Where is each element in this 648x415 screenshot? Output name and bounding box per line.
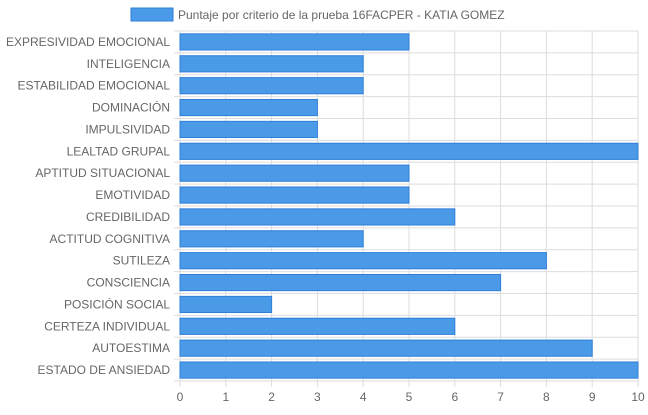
bar[interactable]	[179, 164, 410, 182]
category-label: DOMINACIÓN	[92, 100, 170, 115]
x-tick-label: 7	[497, 390, 504, 404]
legend[interactable]: Puntaje por criterio de la prueba 16FACP…	[130, 7, 505, 22]
bar[interactable]	[179, 33, 410, 51]
bar[interactable]	[179, 361, 639, 379]
bar[interactable]	[179, 142, 639, 160]
x-tick-label: 10	[631, 390, 645, 404]
x-tick-label: 2	[268, 390, 275, 404]
x-tick-label: 0	[177, 390, 184, 404]
grid-lines	[174, 30, 639, 387]
category-label: INTELIGENCIA	[87, 57, 170, 71]
x-tick-labels: 0 1 2 3 4 5 6 7 8 9 10	[177, 390, 645, 404]
category-label: CREDIBILIDAD	[86, 210, 170, 224]
x-tick-label: 4	[360, 390, 367, 404]
bar[interactable]	[179, 208, 456, 226]
category-label: SUTILEZA	[113, 254, 170, 268]
category-labels: EXPRESIVIDAD EMOCIONAL INTELIGENCIA ESTABI…	[6, 35, 170, 377]
bar[interactable]	[179, 98, 318, 117]
bar[interactable]	[179, 295, 273, 314]
category-label: ACTITUD COGNITIVA	[50, 232, 170, 246]
category-label: EXPRESIVIDAD EMOCIONAL	[6, 35, 170, 49]
x-tick-label: 9	[589, 390, 596, 404]
category-label: APTITUD SITUACIONAL	[35, 166, 170, 180]
x-tick-label: 5	[406, 390, 413, 404]
category-label: ESTADO DE ANSIEDAD	[38, 363, 171, 377]
bar[interactable]	[179, 230, 364, 248]
bar[interactable]	[179, 317, 456, 335]
bar[interactable]	[179, 186, 410, 204]
legend-swatch	[130, 7, 174, 22]
category-label: LEALTAD GRUPAL	[67, 144, 171, 158]
bars	[179, 33, 639, 379]
legend-label: Puntaje por criterio de la prueba 16FACP…	[178, 8, 505, 22]
category-label: POSICIÓN SOCIAL	[64, 296, 170, 311]
x-tick-label: 8	[543, 390, 550, 404]
category-label: IMPULSIVIDAD	[85, 122, 170, 136]
category-label: AUTOESTIMA	[92, 341, 170, 355]
bar[interactable]	[179, 273, 502, 292]
category-label: CERTEZA INDIVIDUAL	[44, 319, 170, 333]
category-label: CONSCIENCIA	[87, 276, 170, 290]
category-label: EMOTIVIDAD	[95, 188, 170, 202]
x-tick-label: 6	[451, 390, 458, 404]
category-label: ESTABILIDAD EMOCIONAL	[18, 79, 171, 93]
bar[interactable]	[179, 339, 593, 357]
x-tick-label: 3	[314, 390, 321, 404]
bar[interactable]	[179, 55, 364, 73]
bar[interactable]	[179, 77, 364, 95]
bar[interactable]	[179, 120, 318, 139]
x-tick-label: 1	[222, 390, 229, 404]
bar[interactable]	[179, 252, 547, 270]
